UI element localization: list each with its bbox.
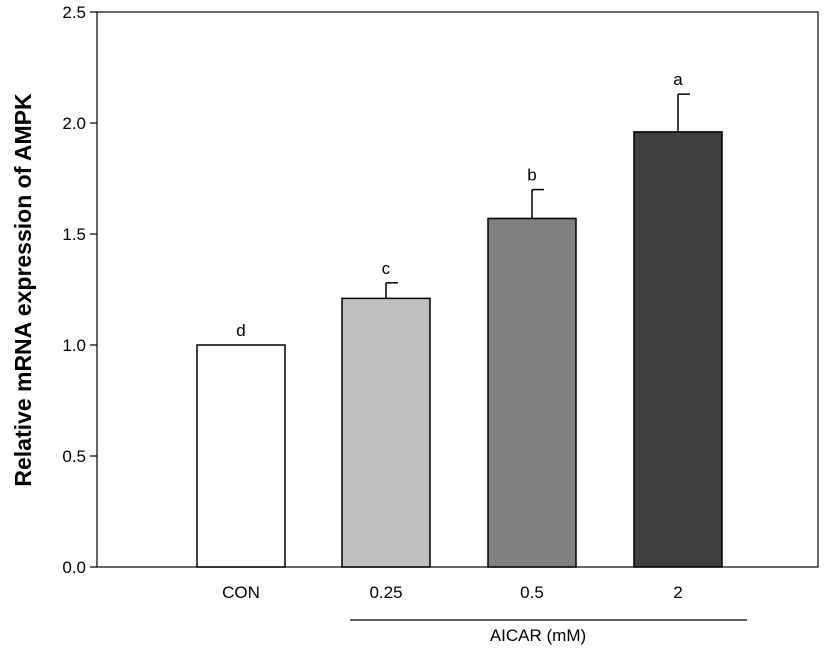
group-label: AICAR (mM) [490,626,586,645]
y-tick-label: 1.5 [62,225,86,244]
bar [341,297,431,568]
significance-label: d [236,321,245,340]
y-tick-label: 0.5 [62,447,86,466]
y-axis: 0.0 0.5 1.0 1.5 2.0 2.5 [62,3,97,577]
bars: d c b a [196,70,723,568]
bar [196,344,286,568]
bar [487,217,577,568]
x-axis: CON 0.25 0.5 2 [222,583,683,602]
x-tick-label: 2 [673,583,682,602]
y-tick-label: 2.5 [62,3,86,22]
significance-label: c [382,259,391,278]
bar [633,131,723,568]
y-tick-label: 0.0 [62,558,86,577]
x-tick-label: CON [222,583,260,602]
y-axis-label: Relative mRNA expression of AMPK [10,93,36,487]
x-tick-label: 0.25 [369,583,402,602]
y-tick-label: 1.0 [62,336,86,355]
significance-label: a [673,70,683,89]
plot-frame [96,11,819,568]
y-tick-label: 2.0 [62,114,86,133]
significance-label: b [527,166,536,185]
x-tick-label: 0.5 [520,583,544,602]
